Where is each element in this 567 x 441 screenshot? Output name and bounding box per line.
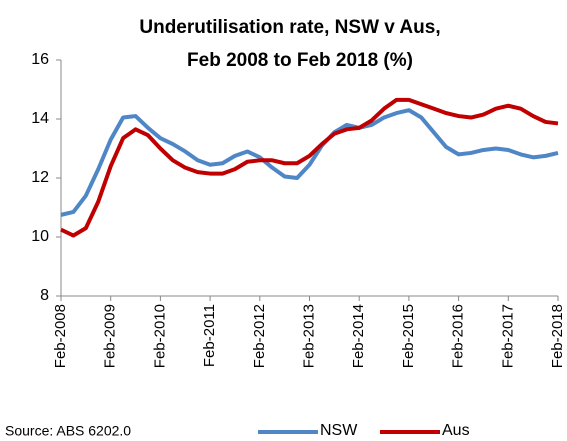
- chart-title: Feb 2008 to Feb 2018 (%): [187, 50, 413, 71]
- chart-title: Underutilisation rate, NSW v Aus,: [139, 17, 440, 38]
- x-tick-label: Feb-2017: [499, 304, 516, 368]
- y-tick-label: 8: [40, 287, 49, 304]
- x-tick-label: Feb-2011: [201, 304, 218, 367]
- legend-label: Aus: [442, 422, 470, 439]
- x-tick-label: Feb-2018: [549, 304, 566, 368]
- series-line: [60, 108, 559, 217]
- x-tick-label: Feb-2016: [450, 304, 467, 368]
- legend-label: NSW: [320, 422, 358, 439]
- x-tick-label: Feb-2015: [400, 304, 417, 368]
- x-tick-label: Feb-2009: [102, 304, 119, 368]
- x-tick-label: Feb-2014: [350, 304, 367, 368]
- y-tick-label: 12: [31, 169, 49, 186]
- source-note: Source: ABS 6202.0: [5, 423, 131, 439]
- series-line: [60, 97, 559, 238]
- x-tick-label: Feb-2010: [151, 304, 168, 368]
- x-tick-label: Feb-2012: [251, 304, 268, 368]
- x-tick-label: Feb-2013: [300, 304, 317, 368]
- x-tick-label: Feb-2008: [52, 304, 69, 368]
- y-tick-label: 10: [31, 228, 49, 245]
- y-tick-label: 16: [31, 51, 49, 68]
- y-tick-label: 14: [31, 110, 49, 127]
